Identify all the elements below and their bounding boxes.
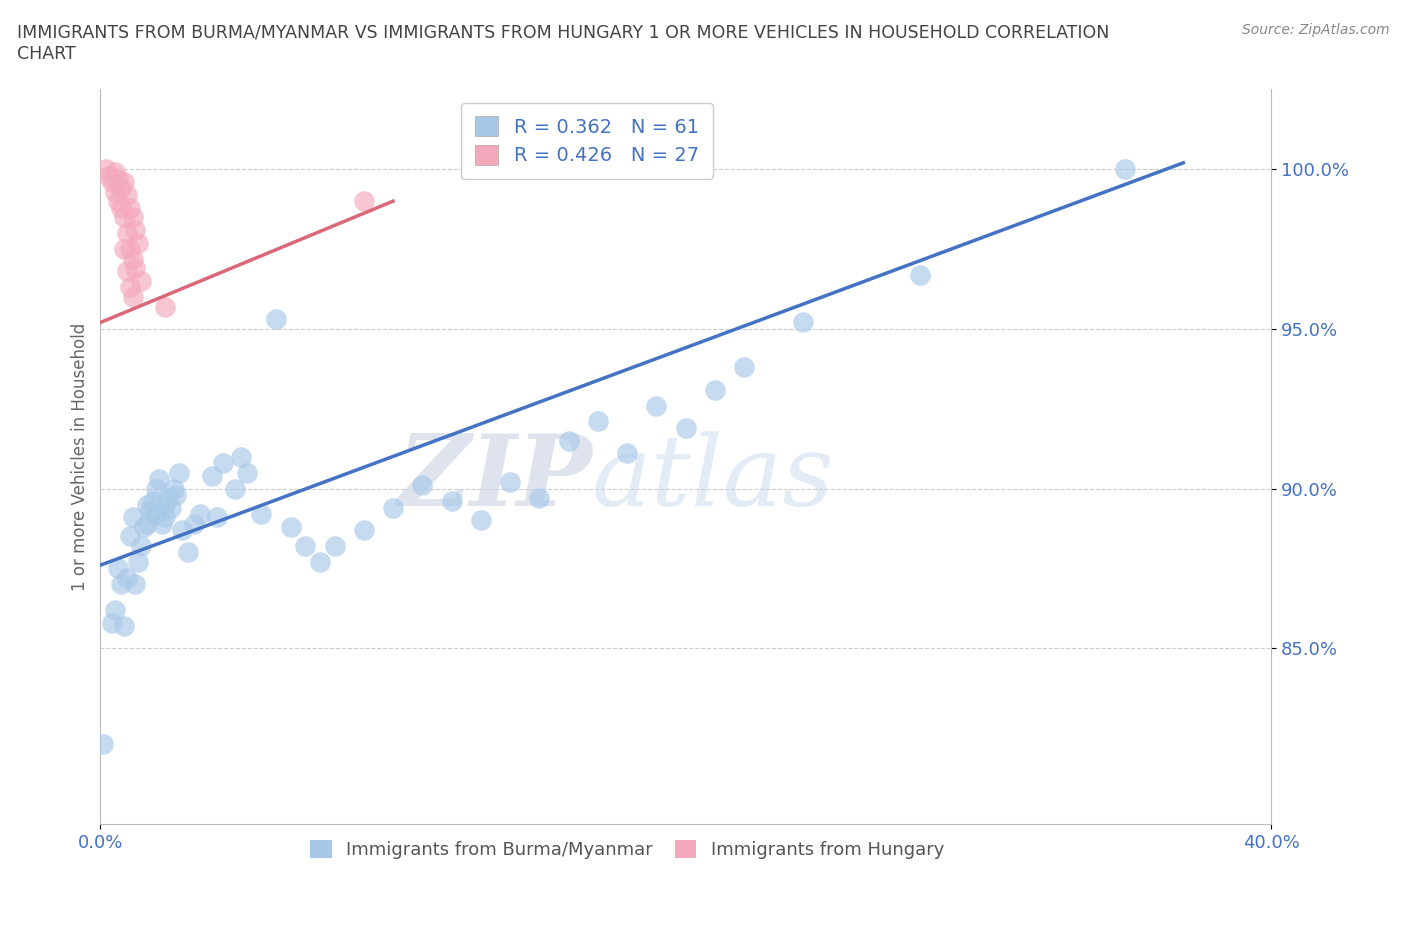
Point xyxy=(264,312,287,326)
Point xyxy=(121,289,143,304)
Text: IMMIGRANTS FROM BURMA/MYANMAR VS IMMIGRANTS FROM HUNGARY 1 OR MORE VEHICLES IN H: IMMIGRANTS FROM BURMA/MYANMAR VS IMMIGRA… xyxy=(17,23,1109,41)
Point xyxy=(440,494,463,509)
Point xyxy=(115,187,138,202)
Point xyxy=(96,162,118,177)
Point xyxy=(586,414,609,429)
Point xyxy=(101,616,124,631)
Point xyxy=(411,478,433,493)
Point xyxy=(908,267,931,282)
Point xyxy=(280,520,302,535)
Point xyxy=(172,523,194,538)
Point xyxy=(98,168,121,183)
Point xyxy=(188,507,211,522)
Point xyxy=(557,433,579,448)
Point xyxy=(142,494,165,509)
Point xyxy=(121,209,143,224)
Point xyxy=(159,500,181,515)
Point xyxy=(200,469,222,484)
Point xyxy=(104,603,127,618)
Point xyxy=(153,299,176,314)
Text: CHART: CHART xyxy=(17,45,76,62)
Point xyxy=(792,315,814,330)
Point xyxy=(118,242,141,257)
Point xyxy=(124,222,146,237)
Point xyxy=(101,175,124,190)
Point xyxy=(115,226,138,241)
Point xyxy=(704,382,727,397)
Point xyxy=(675,420,697,435)
Point xyxy=(212,456,235,471)
Point xyxy=(153,510,176,525)
Point xyxy=(127,235,149,250)
Point xyxy=(153,497,176,512)
Point xyxy=(115,264,138,279)
Point xyxy=(733,360,755,375)
Point xyxy=(139,503,162,518)
Point xyxy=(118,200,141,215)
Point xyxy=(224,481,246,496)
Point xyxy=(107,561,129,576)
Point xyxy=(112,242,135,257)
Point xyxy=(121,251,143,266)
Point xyxy=(382,500,405,515)
Y-axis label: 1 or more Vehicles in Household: 1 or more Vehicles in Household xyxy=(72,323,89,591)
Point xyxy=(131,538,153,553)
Point xyxy=(107,171,129,186)
Point xyxy=(323,538,346,553)
Point xyxy=(112,175,135,190)
Point xyxy=(616,446,638,461)
Point xyxy=(207,510,229,525)
Text: Source: ZipAtlas.com: Source: ZipAtlas.com xyxy=(1241,23,1389,37)
Point xyxy=(91,737,114,751)
Point xyxy=(112,209,135,224)
Point xyxy=(121,510,143,525)
Text: atlas: atlas xyxy=(592,431,835,526)
Point xyxy=(235,465,257,480)
Point xyxy=(1114,162,1136,177)
Point xyxy=(145,507,167,522)
Point xyxy=(169,465,191,480)
Point xyxy=(134,520,156,535)
Point xyxy=(177,545,200,560)
Point xyxy=(353,523,375,538)
Point xyxy=(645,398,668,413)
Point xyxy=(148,472,170,486)
Point xyxy=(229,449,252,464)
Point xyxy=(107,193,129,208)
Point xyxy=(124,577,146,591)
Point xyxy=(124,260,146,275)
Point xyxy=(150,516,173,531)
Point xyxy=(294,538,316,553)
Point xyxy=(165,487,187,502)
Point xyxy=(353,193,375,208)
Point xyxy=(127,554,149,569)
Point xyxy=(104,184,127,199)
Point xyxy=(118,280,141,295)
Legend: Immigrants from Burma/Myanmar, Immigrants from Hungary: Immigrants from Burma/Myanmar, Immigrant… xyxy=(299,829,955,870)
Point xyxy=(529,491,551,506)
Point xyxy=(183,516,205,531)
Point xyxy=(110,577,132,591)
Point xyxy=(136,516,159,531)
Point xyxy=(136,497,159,512)
Point xyxy=(131,273,153,288)
Point xyxy=(470,513,492,528)
Point xyxy=(309,554,332,569)
Point xyxy=(104,165,127,179)
Point xyxy=(110,181,132,196)
Point xyxy=(112,618,135,633)
Point xyxy=(156,491,179,506)
Point xyxy=(162,481,184,496)
Point xyxy=(499,474,522,489)
Point xyxy=(115,570,138,585)
Point xyxy=(145,481,167,496)
Point xyxy=(110,200,132,215)
Point xyxy=(118,529,141,544)
Point xyxy=(250,507,273,522)
Text: ZIP: ZIP xyxy=(396,431,592,527)
